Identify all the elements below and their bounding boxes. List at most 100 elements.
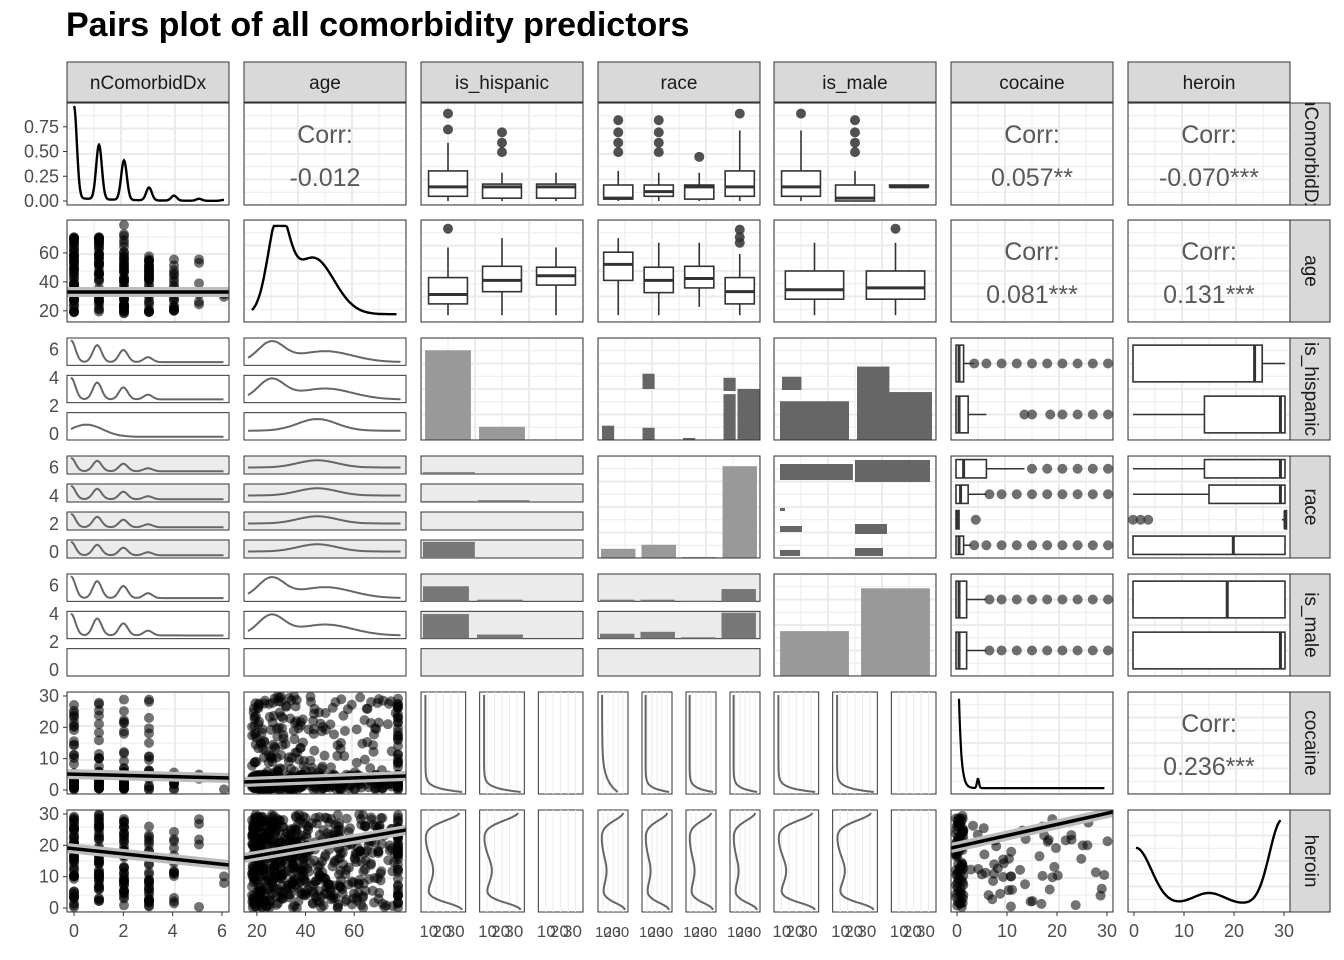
scatter-point <box>119 863 129 874</box>
box <box>602 251 634 282</box>
bar <box>425 350 471 440</box>
panel-box-age-race <box>597 219 761 323</box>
panel-box-nComorbidDx-is_hispanic <box>420 102 584 206</box>
bar <box>855 460 930 482</box>
tick-label: 10 <box>39 749 59 769</box>
box-outlier <box>1042 540 1053 551</box>
scatter-point <box>94 249 104 260</box>
panel-box-age-is_hispanic <box>420 219 584 323</box>
scatter-point <box>1090 867 1101 878</box>
box <box>1132 344 1263 383</box>
scatter-point <box>144 737 154 748</box>
panel-corr-nComorbidDx-cocaine: Corr: 0.057** <box>950 102 1114 206</box>
column-strip-cocaine <box>950 61 1114 103</box>
scatter-point <box>69 232 79 243</box>
scatter-point <box>329 855 340 866</box>
panel-box-race-heroin <box>1127 455 1291 559</box>
box <box>955 631 968 670</box>
scatter-point <box>94 697 104 708</box>
tick-label: 30 <box>657 924 674 941</box>
row-strip-label-is_male: is_male <box>1300 592 1321 657</box>
scatter-point <box>144 859 154 870</box>
scatter-point <box>119 747 129 758</box>
box-outlier <box>1128 514 1138 525</box>
box <box>955 458 988 479</box>
panel-border <box>597 337 761 441</box>
bar <box>423 500 475 502</box>
scatter-point <box>94 718 104 729</box>
scatter-point <box>248 890 259 901</box>
scatter-point <box>69 902 79 912</box>
scatter-point <box>119 706 129 717</box>
row-strip-heroin <box>1289 809 1331 913</box>
scatter-point <box>94 710 104 721</box>
scatter-point <box>379 901 390 912</box>
density-line <box>688 812 714 911</box>
density-line <box>777 695 816 793</box>
panel-facet-cocaine-is_hispanic <box>420 691 584 795</box>
scatter-point <box>1044 884 1055 895</box>
scatter-point <box>169 826 179 837</box>
scatter-point <box>266 724 277 735</box>
panel-border <box>1127 809 1291 913</box>
panel-border <box>597 219 761 323</box>
box-outlier <box>1103 463 1113 474</box>
tick-label: 30 <box>745 924 762 941</box>
column-strip-label-is_male: is_male <box>822 73 887 94</box>
scatter-point <box>94 235 104 246</box>
bar <box>780 550 800 556</box>
scatter-point <box>1005 901 1016 912</box>
sub-panel <box>597 648 761 677</box>
scatter-point <box>298 890 309 901</box>
tick-label: 0.75 <box>24 117 59 137</box>
box-outlier <box>734 224 745 235</box>
box-outlier <box>734 108 745 119</box>
panel-facet-bar-race-is_male <box>773 455 937 559</box>
row-strip-clip-cocaine: cocaine <box>1300 710 1321 776</box>
bar <box>723 394 736 440</box>
scatter-point <box>169 898 179 909</box>
scatter-point <box>341 813 352 824</box>
scatter-point <box>311 892 322 903</box>
scatter-point <box>194 814 204 825</box>
tick-label: 30 <box>613 924 630 941</box>
tick-label: 30 <box>916 922 935 941</box>
panel-border <box>950 573 1114 677</box>
scatter-point <box>119 220 129 230</box>
scatter-point <box>392 859 403 870</box>
density-line <box>644 695 670 793</box>
tick-label: 30 <box>39 686 59 706</box>
scatter-point <box>285 824 296 835</box>
bar <box>723 377 736 392</box>
tick-label: 10 <box>39 867 59 887</box>
density-line <box>70 575 224 600</box>
tick-label: 10 <box>478 922 497 941</box>
panel-border <box>1127 337 1291 441</box>
box-outlier <box>1087 594 1098 605</box>
scatter-point <box>967 820 978 831</box>
tick-label: 10 <box>727 924 744 941</box>
scatter-point <box>169 268 179 279</box>
scatter-point <box>69 864 79 875</box>
scatter-point <box>1034 851 1045 862</box>
bar <box>887 392 932 440</box>
scatter-point <box>94 780 104 791</box>
scatter-point <box>988 876 999 887</box>
trend-line <box>244 774 406 784</box>
panel-scatter-heroin-age <box>243 809 407 913</box>
bar <box>477 599 523 602</box>
panel-facet-heroin-race <box>597 809 761 913</box>
scatter-point <box>393 873 403 884</box>
scatter-point <box>255 784 266 794</box>
box-outlier <box>1103 409 1113 420</box>
scatter-point <box>169 843 179 854</box>
tick-label: 60 <box>39 243 59 263</box>
panel-scatter-cocaine-nComorbidDx <box>66 691 230 795</box>
bar <box>683 437 696 440</box>
scatter-point <box>252 816 263 827</box>
panel-scatter-cocaine-age <box>243 691 407 795</box>
tick-label: 0 <box>1129 921 1139 941</box>
panel-border <box>243 691 407 795</box>
panel-content <box>1128 338 1290 440</box>
box-outlier <box>1057 645 1068 656</box>
